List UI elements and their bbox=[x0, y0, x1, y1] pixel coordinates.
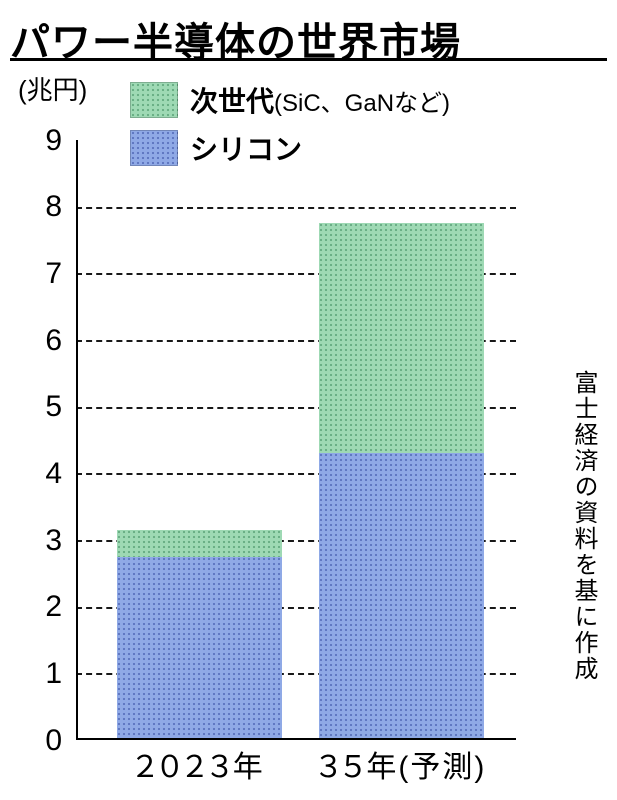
y-tick-label: 7 bbox=[0, 257, 62, 291]
title-underline bbox=[10, 58, 607, 61]
bar-segment-nextgen bbox=[319, 223, 484, 453]
y-tick-label: 0 bbox=[0, 724, 62, 758]
y-axis-unit: (兆円) bbox=[18, 70, 87, 107]
legend-label: シリコン bbox=[190, 128, 302, 168]
y-tick-label: 4 bbox=[0, 457, 62, 491]
legend-label: 次世代(SiC、GaNなど) bbox=[190, 80, 450, 120]
y-tick-label: 8 bbox=[0, 190, 62, 224]
x-tick-label: ３５年(予測) bbox=[272, 742, 532, 786]
legend-item-silicon: シリコン bbox=[130, 128, 450, 168]
gridline bbox=[76, 207, 516, 209]
legend: 次世代(SiC、GaNなど) シリコン bbox=[130, 80, 450, 176]
y-tick-label: 5 bbox=[0, 390, 62, 424]
plot-area: ２０２３年３５年(予測) bbox=[76, 140, 516, 740]
y-tick-label: 9 bbox=[0, 124, 62, 158]
bar-segment-silicon bbox=[117, 557, 282, 740]
legend-swatch bbox=[130, 82, 178, 118]
bar-segment-nextgen bbox=[117, 530, 282, 557]
bar-segment-silicon bbox=[319, 453, 484, 740]
legend-item-nextgen: 次世代(SiC、GaNなど) bbox=[130, 80, 450, 120]
y-tick-label: 6 bbox=[0, 324, 62, 358]
y-tick-label: 1 bbox=[0, 657, 62, 691]
y-tick-label: 3 bbox=[0, 524, 62, 558]
legend-swatch bbox=[130, 130, 178, 166]
y-tick-label: 2 bbox=[0, 590, 62, 624]
source-note: 富士経済の資料を基に作成 bbox=[566, 370, 601, 682]
